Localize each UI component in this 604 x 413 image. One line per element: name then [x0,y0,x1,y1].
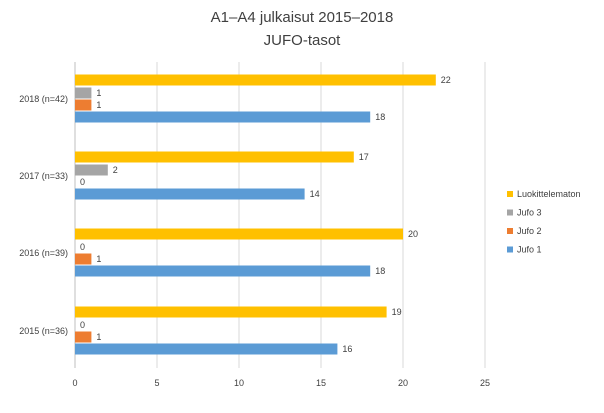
chart-subtitle: JUFO-tasot [263,32,341,49]
bar [75,331,92,343]
x-tick-label: 25 [480,378,490,388]
legend-swatch [507,191,513,197]
data-label: 20 [408,229,418,239]
legend-swatch [507,228,513,234]
legend-label: Jufo 3 [517,208,542,218]
bar [75,111,371,123]
legend-swatch [507,209,513,216]
data-label: 14 [310,189,320,199]
bar [75,99,92,111]
data-label: 18 [375,266,385,276]
data-label: 19 [392,307,402,317]
category-label: 2015 (n=36) [19,326,68,336]
chart-title: A1–A4 julkaisut 2015–2018 [210,9,394,26]
bar [75,87,92,99]
bar [75,306,387,318]
bar [75,188,305,200]
data-label: 0 [80,177,85,187]
data-label: 22 [441,75,451,85]
category-label: 2017 (n=33) [19,171,68,181]
data-label: 0 [80,320,85,330]
bar [75,343,338,355]
data-label: 2 [113,165,118,175]
bar [75,253,92,265]
data-label: 17 [359,152,369,162]
bar [75,164,108,176]
legend-label: Jufo 2 [517,226,542,236]
data-label: 0 [80,242,85,252]
category-label: 2016 (n=39) [19,248,68,258]
data-label: 16 [342,344,352,354]
data-label: 1 [96,332,101,342]
x-tick-label: 10 [234,378,244,388]
category-label: 2018 (n=42) [19,94,68,104]
data-label: 1 [96,100,101,110]
data-label: 1 [96,88,101,98]
x-tick-label: 0 [72,378,77,388]
bar [75,74,436,86]
legend-swatch [507,246,513,253]
data-label: 18 [375,112,385,122]
x-tick-label: 15 [316,378,326,388]
bar [75,228,403,240]
x-tick-label: 5 [154,378,159,388]
bar [75,151,354,163]
bar [75,265,371,277]
legend-label: Luokittelematon [517,189,581,199]
legend-label: Jufo 1 [517,245,542,255]
data-label: 1 [96,254,101,264]
x-tick-label: 20 [398,378,408,388]
